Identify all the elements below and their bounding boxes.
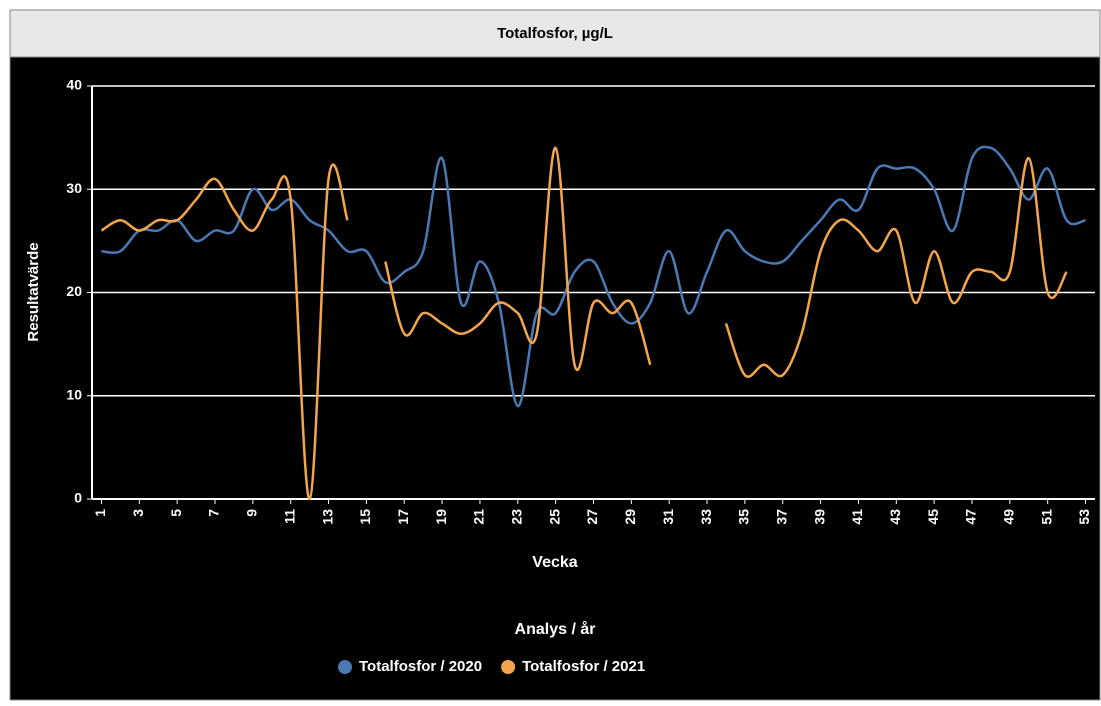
x-tick-label: 41 [849, 509, 865, 525]
title-bar [9, 9, 1101, 58]
x-tick-label: 17 [395, 509, 411, 525]
x-tick-label: 13 [319, 509, 335, 525]
x-tick-label: 45 [925, 509, 941, 525]
legend-label: Totalfosfor / 2021 [522, 658, 645, 675]
y-tick-label: 10 [66, 386, 82, 402]
x-tick-label: 31 [660, 509, 676, 525]
x-tick-label: 33 [698, 509, 714, 525]
x-tick-label: 35 [736, 509, 752, 525]
x-tick-label: 1 [92, 509, 108, 517]
series-line [101, 145, 1086, 408]
x-tick-label: 3 [130, 509, 146, 517]
x-tick-label: 5 [168, 509, 184, 517]
legend-label: Totalfosfor / 2020 [359, 658, 482, 675]
x-tick-label: 15 [357, 509, 373, 525]
x-tick-label: 53 [1076, 509, 1092, 525]
x-tick-label: 27 [584, 509, 600, 525]
x-tick-label: 43 [887, 509, 903, 525]
y-tick-label: 20 [66, 283, 82, 299]
x-tick-label: 23 [509, 509, 525, 525]
legend-marker [338, 660, 352, 674]
legend-marker [501, 660, 516, 674]
x-tick-label: 37 [773, 509, 789, 525]
x-tick-label: 11 [281, 509, 297, 524]
y-axis-label: Resultatvärde [25, 242, 42, 341]
y-tick-label: 0 [74, 490, 82, 506]
series-line [100, 146, 1068, 501]
chart-title: Totalfosfor, µg/L [497, 25, 613, 42]
x-tick-label: 19 [433, 509, 449, 525]
legend-title: Analys / år [515, 620, 596, 638]
x-tick-label: 47 [963, 509, 979, 525]
x-axis-label: Vecka [532, 554, 577, 571]
x-tick-label: 29 [622, 509, 638, 525]
x-tick-label: 25 [546, 509, 562, 525]
x-tick-label: 21 [471, 509, 487, 525]
y-tick-label: 40 [66, 77, 82, 93]
y-tick-label: 30 [66, 180, 82, 196]
x-tick-label: 9 [244, 509, 260, 517]
x-tick-label: 51 [1038, 509, 1054, 525]
x-tick-label: 39 [811, 509, 827, 525]
x-tick-label: 7 [206, 509, 222, 517]
x-tick-label: 49 [1001, 509, 1017, 525]
chart-frame [9, 9, 1101, 701]
